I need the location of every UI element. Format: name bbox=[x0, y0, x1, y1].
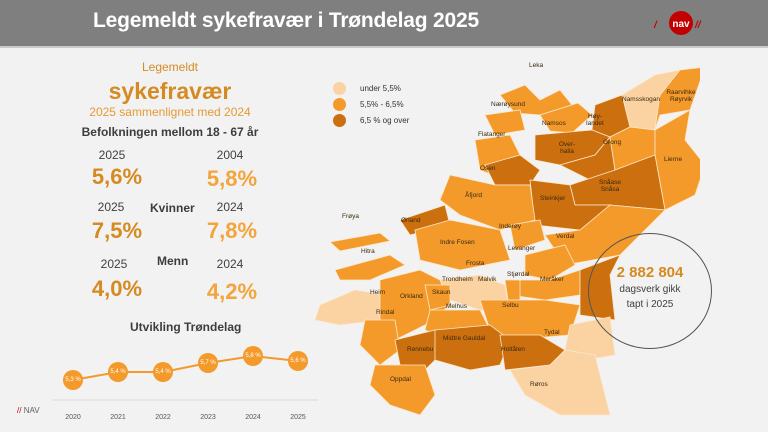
page-title: Legemeldt sykefravær i Trøndelag 2025 bbox=[93, 9, 479, 32]
map-label-indre-fosen: Indre Fosen bbox=[440, 239, 475, 246]
point-label: 5,4 % bbox=[155, 369, 171, 375]
map-label-rindal: Rindal bbox=[376, 309, 395, 316]
map-label-trondheim: Trondheim bbox=[442, 276, 473, 283]
map-label-leka: Leka bbox=[529, 62, 544, 69]
map-label-heim: Heim bbox=[370, 289, 386, 296]
map-label-skaun: Skaun bbox=[432, 289, 451, 296]
data-points bbox=[63, 346, 308, 390]
year-label: 2024 bbox=[216, 257, 244, 271]
map-label-inderoy: Inderøy bbox=[499, 223, 522, 230]
total-2025-value: 5,6% bbox=[91, 164, 143, 189]
x-tick: 2020 bbox=[65, 414, 81, 421]
year-label: 2004 bbox=[216, 148, 244, 162]
year-label: 2025 bbox=[100, 257, 128, 271]
map-label-rennebu: Rennebu bbox=[407, 346, 434, 353]
map-label-froya: Frøya bbox=[342, 213, 359, 220]
map-label-verdal: Verdal bbox=[556, 233, 575, 240]
map-label-roros: Røros bbox=[530, 381, 548, 388]
swatch-icon bbox=[333, 81, 346, 95]
population-label: Befolkningen mellom 18 - 67 år bbox=[81, 125, 259, 139]
map-label-meraker: Meråker bbox=[540, 276, 564, 283]
summary-heading: sykefravær bbox=[108, 78, 232, 104]
map-label-overhalla: Over-halla bbox=[558, 141, 576, 155]
trend-title: Utvikling Trøndelag bbox=[130, 320, 242, 334]
year-label: 2025 bbox=[98, 148, 126, 162]
group-label-women: Kvinner bbox=[150, 201, 195, 215]
swatch-icon bbox=[333, 97, 346, 111]
legend-item-low: under 5,5% bbox=[333, 80, 409, 96]
map-label-oppdal: Oppdal bbox=[390, 376, 411, 383]
x-tick: 2025 bbox=[290, 414, 306, 421]
svg-text:nav: nav bbox=[672, 19, 690, 30]
map-label-royrvik: Raarvihke Røyrvik bbox=[666, 89, 696, 103]
map-legend: under 5,5% 5,5% - 6,5% 6,5 % og over bbox=[333, 80, 409, 128]
x-tick: 2023 bbox=[200, 414, 216, 421]
map-label-namsskogan: Namsskogan bbox=[622, 96, 660, 103]
map-label-orland: Ørland bbox=[401, 217, 421, 224]
point-label: 5,3 % bbox=[65, 377, 81, 383]
svg-text://: // bbox=[694, 20, 702, 31]
map-label-flatanger: Flatanger bbox=[478, 131, 506, 138]
map-label-afjord: Åfjord bbox=[465, 192, 482, 199]
point-label: 5,4 % bbox=[110, 369, 126, 375]
total-2024-value: 5,8% bbox=[206, 166, 258, 191]
map-label-melhus: Melhus bbox=[446, 303, 467, 310]
trend-line-chart bbox=[52, 346, 318, 401]
map-label-malvik: Malvik bbox=[478, 276, 497, 283]
map-label-orkland: Orkland bbox=[400, 293, 423, 300]
map-label-selbu: Selbu bbox=[502, 302, 519, 309]
map-label-stjordal: Stjørdal bbox=[507, 271, 530, 278]
lost-workdays-text-2: tapt i 2025 bbox=[626, 299, 674, 310]
women-2025-value: 7,5% bbox=[91, 218, 143, 243]
point-label: 5,6 % bbox=[290, 358, 306, 364]
year-label: 2024 bbox=[216, 200, 244, 214]
men-2025-value: 4,0% bbox=[91, 276, 143, 301]
lost-workdays-number: 2 882 804 bbox=[616, 264, 684, 281]
map-label-holtalen: Holtålen bbox=[501, 346, 525, 353]
nav-logo-icon: / nav // bbox=[653, 11, 702, 35]
map-label-tydal: Tydal bbox=[544, 329, 560, 336]
x-tick: 2022 bbox=[155, 414, 171, 421]
map-label-grong: Grong bbox=[603, 139, 622, 146]
summary-subheading: 2025 sammenlignet med 2024 bbox=[89, 105, 251, 119]
legend-item-high: 6,5 % og over bbox=[333, 112, 409, 128]
legend-item-mid: 5,5% - 6,5% bbox=[333, 96, 409, 112]
swatch-icon bbox=[333, 113, 346, 127]
year-label: 2025 bbox=[97, 200, 125, 214]
point-label: 5,8 % bbox=[245, 353, 261, 359]
map-label-lierne: Lierne bbox=[664, 156, 683, 163]
map-label-midtre-gauldal: Midtre Gauldal bbox=[443, 335, 486, 342]
group-label-men: Menn bbox=[157, 254, 189, 268]
map-label-steinkjer: Steinkjer bbox=[540, 195, 566, 202]
point-label: 5,7 % bbox=[200, 360, 216, 366]
source-label: // NAV bbox=[17, 406, 40, 415]
x-tick: 2021 bbox=[110, 414, 126, 421]
trondelag-map bbox=[314, 67, 700, 416]
women-2024-value: 7,8% bbox=[206, 218, 258, 243]
lost-workdays-callout: 2 882 804 dagsverk gikk tapt i 2025 bbox=[588, 233, 712, 349]
x-tick: 2024 bbox=[245, 414, 261, 421]
trend-line bbox=[72, 354, 299, 381]
map-label-hitra: Hitra bbox=[361, 248, 375, 255]
map-label-namsos: Namsos bbox=[542, 120, 566, 127]
map-label-frosta: Frosta bbox=[466, 260, 485, 267]
men-2024-value: 4,2% bbox=[206, 279, 258, 304]
summary-kicker: Legemeldt bbox=[141, 60, 199, 74]
map-label-naeroysund: Nærøysund bbox=[491, 101, 525, 108]
header-bar: Legemeldt sykefravær i Trøndelag 2025 / … bbox=[0, 0, 768, 46]
header-divider bbox=[0, 46, 768, 48]
map-label-osen: Osen bbox=[480, 165, 496, 172]
map-label-hoylandet: Høy-landet bbox=[586, 113, 604, 127]
map-label-snasa: Snåase Snåsa bbox=[598, 179, 622, 193]
svg-text:/: / bbox=[653, 20, 658, 31]
lost-workdays-text-1: dagsverk gikk bbox=[619, 284, 681, 295]
map-label-levanger: Levanger bbox=[508, 245, 536, 252]
